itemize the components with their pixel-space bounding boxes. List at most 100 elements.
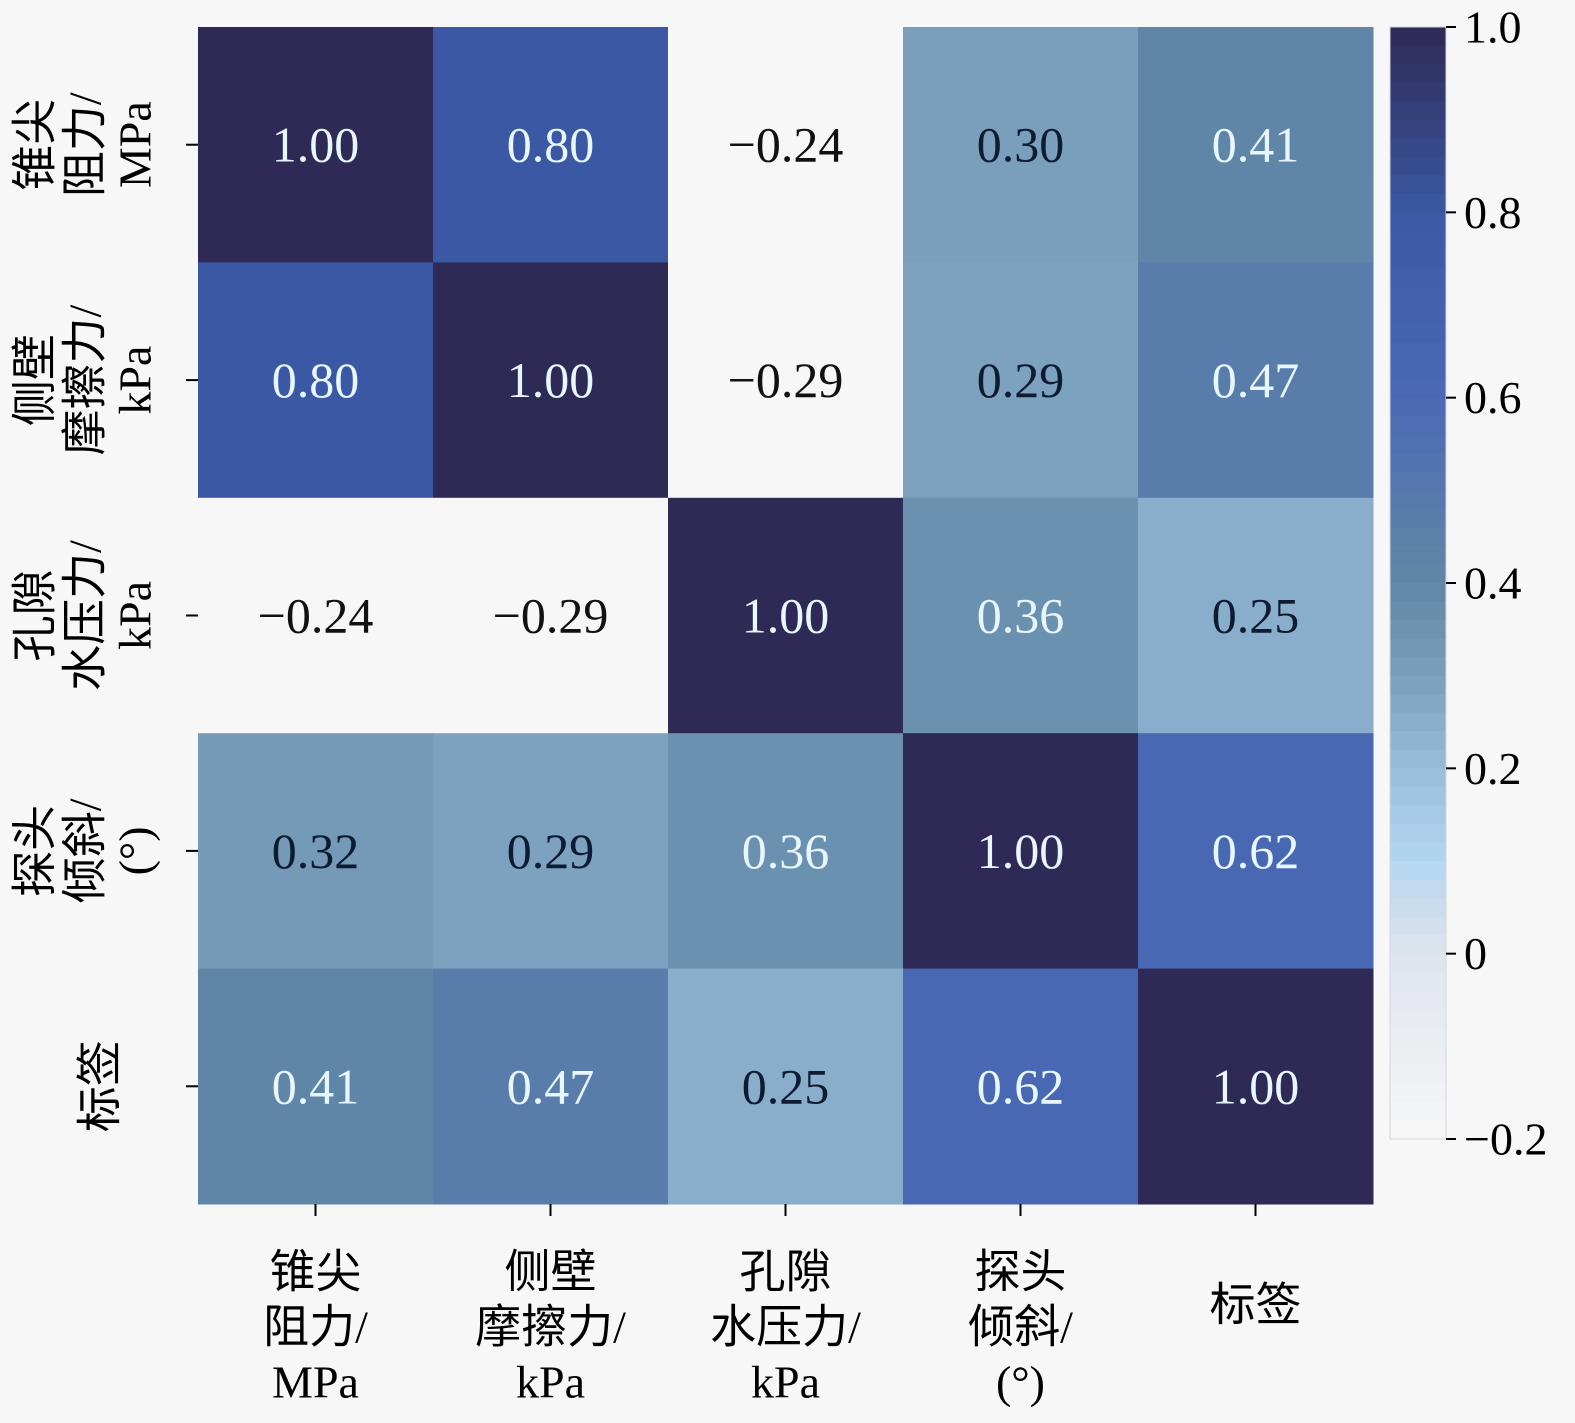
x-tick-label: MPa: [272, 1357, 359, 1408]
x-tick-label: (°): [996, 1357, 1045, 1408]
colorbar-segment: [1390, 323, 1446, 343]
x-tick-label: 孔隙: [740, 1247, 832, 1298]
y-tick-label: 倾斜/: [60, 798, 111, 903]
heatmap-cell: [198, 27, 434, 263]
cell-value-label: 1.00: [742, 588, 830, 644]
y-tick-label: kPa: [110, 581, 161, 650]
colorbar-segment: [1390, 675, 1446, 695]
colorbar-segment: [1390, 1083, 1446, 1103]
y-tick-label-group: 锥尖 阻力/MPa: [10, 92, 161, 197]
heatmap-cell: [198, 733, 434, 970]
cell-value-label: 1.00: [977, 823, 1065, 879]
colorbar-segment: [1390, 249, 1446, 269]
cell-value-label: −0.29: [728, 352, 844, 408]
colorbar-segment: [1390, 1120, 1446, 1140]
colorbar-tick-label: 0.8: [1464, 187, 1522, 238]
x-tick-label: kPa: [751, 1357, 820, 1408]
x-tick-label: 水压力/: [710, 1302, 861, 1353]
heatmap-cell: [433, 262, 669, 499]
colorbar-segment: [1390, 138, 1446, 158]
colorbar-segment: [1390, 990, 1446, 1010]
cell-value-label: 0.41: [1212, 117, 1300, 173]
cell-value-label: 1.00: [1212, 1058, 1300, 1114]
colorbar-segment: [1390, 1101, 1446, 1122]
colorbar-segment: [1390, 360, 1446, 380]
heatmap-cell: [668, 733, 904, 970]
colorbar-segment: [1390, 490, 1446, 510]
colorbar-segment: [1390, 101, 1446, 121]
cell-value-label: 0.47: [507, 1058, 595, 1114]
y-tick-label: 阻力/: [60, 92, 111, 197]
x-tick-label: 探头: [975, 1247, 1067, 1298]
y-tick-label: 摩擦力/: [60, 304, 111, 455]
cell-value-label: 0.62: [1212, 823, 1300, 879]
colorbar-segment: [1390, 823, 1446, 844]
colorbar-segment: [1390, 64, 1446, 84]
cell-value-label: −0.29: [493, 588, 609, 644]
y-tick-label: MPa: [110, 101, 161, 188]
colorbar-segment: [1390, 230, 1446, 250]
colorbar-segment: [1390, 935, 1446, 955]
cell-value-label: −0.24: [258, 588, 374, 644]
heatmap-cell: [1138, 497, 1374, 734]
cell-value-label: 0.25: [742, 1058, 830, 1114]
y-tick-label: 探头: [10, 805, 61, 897]
x-tick-label: 侧壁: [505, 1247, 597, 1298]
cell-value-label: 0.62: [977, 1058, 1065, 1114]
heatmap-cell: [668, 262, 904, 499]
heatmap-cell: [198, 497, 434, 734]
heatmap-cell: [668, 968, 904, 1205]
cell-value-label: 0.30: [977, 117, 1065, 173]
colorbar-segment: [1390, 82, 1446, 102]
colorbar-segment: [1390, 27, 1446, 47]
y-tick-label: 孔隙: [10, 570, 61, 662]
y-tick-label-group: 侧壁 摩擦力/kPa: [10, 304, 161, 455]
colorbar-segment: [1390, 119, 1446, 139]
colorbar-segment: [1390, 972, 1446, 992]
colorbar-segment: [1390, 749, 1446, 769]
y-tick-label: 标签: [75, 1040, 126, 1132]
colorbar-segment: [1390, 601, 1446, 621]
heatmap-cell: [433, 497, 669, 734]
heatmap-cell: [1138, 733, 1374, 970]
heatmap-cell: [903, 733, 1139, 970]
cell-value-label: 0.80: [507, 117, 595, 173]
colorbar-segment: [1390, 768, 1446, 788]
x-tick-label: 倾斜/: [968, 1302, 1073, 1353]
heatmap-cell: [433, 968, 669, 1205]
colorbar-segment: [1390, 564, 1446, 584]
colorbar-segment: [1390, 1027, 1446, 1047]
colorbar-segment: [1390, 712, 1446, 732]
colorbar-tick-label: 0: [1464, 928, 1487, 979]
cell-value-label: 1.00: [272, 117, 360, 173]
y-tick-label: 侧壁: [10, 334, 61, 426]
y-tick-label-group: 标签: [75, 1040, 126, 1132]
cell-value-label: 0.80: [272, 352, 360, 408]
heatmap-cell: [903, 968, 1139, 1205]
cell-value-label: −0.24: [728, 117, 844, 173]
y-tick-label: kPa: [110, 346, 161, 415]
heatmap-cell: [433, 733, 669, 970]
heatmap-cell: [198, 968, 434, 1205]
heatmap-cell: [1138, 27, 1374, 263]
y-tick-label: 锥尖: [10, 99, 61, 191]
cell-value-label: 0.29: [977, 352, 1065, 408]
colorbar-segment: [1390, 397, 1446, 417]
heatmap-cells: [198, 27, 1374, 1205]
colorbar-segment: [1390, 694, 1446, 714]
colorbar-segment: [1390, 545, 1446, 566]
x-tick-label: 锥尖: [270, 1247, 362, 1298]
y-tick-label-group: 探头 倾斜/(°): [10, 798, 161, 903]
colorbar-tick-label: 0.2: [1464, 743, 1522, 794]
cell-value-label: 0.25: [1212, 588, 1300, 644]
colorbar-segment: [1390, 342, 1446, 362]
colorbar-segment: [1390, 267, 1446, 288]
heatmap-cell: [198, 262, 434, 499]
colorbar-segment: [1390, 434, 1446, 454]
y-tick-label-group: 孔隙 水压力/kPa: [10, 540, 161, 691]
colorbar-segment: [1390, 879, 1446, 899]
colorbar-tick-label: −0.2: [1464, 1114, 1547, 1165]
colorbar-segment: [1390, 508, 1446, 528]
